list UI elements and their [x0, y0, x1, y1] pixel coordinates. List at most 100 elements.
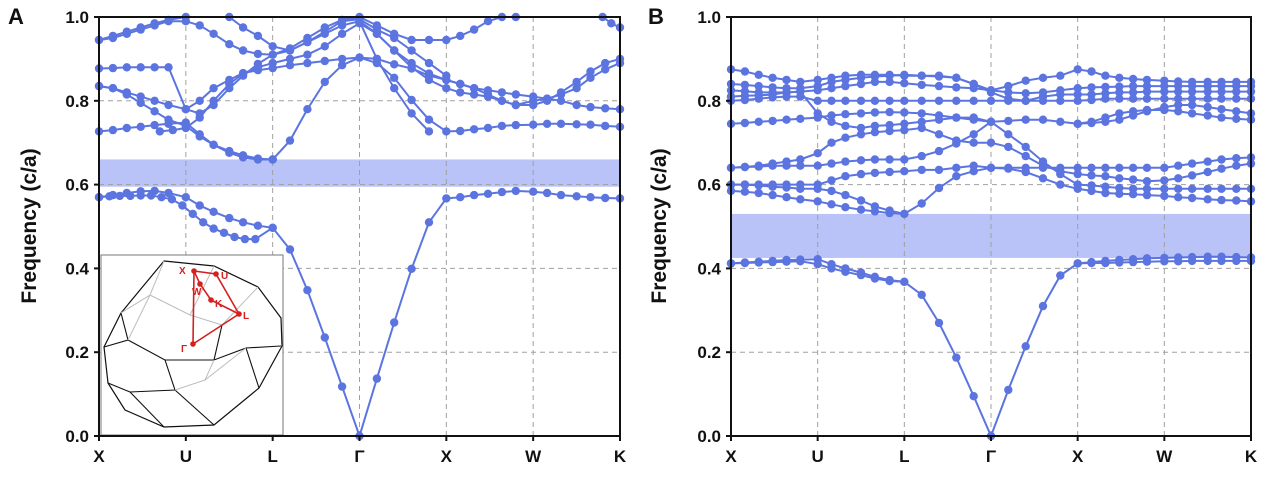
- band-data-point: [827, 260, 836, 269]
- y-axis-ticks-b: 0.0 0.2 0.4 0.6 0.8 1.0: [697, 8, 731, 446]
- band-data-point: [917, 199, 926, 208]
- band-data-point: [1217, 77, 1226, 87]
- band-data-point: [1128, 88, 1138, 97]
- band-data-point: [1004, 163, 1013, 172]
- band-data-point: [1056, 117, 1065, 127]
- band-data-point: [900, 125, 909, 135]
- bz-hidden-edge: [127, 294, 151, 341]
- band-data-point: [601, 104, 610, 113]
- band-data-point: [164, 115, 173, 124]
- bz-point-label: L: [243, 311, 249, 322]
- band-data-point: [1232, 161, 1241, 170]
- band-data-point: [150, 63, 159, 72]
- band-data-point: [768, 256, 777, 266]
- band-data-point: [934, 146, 944, 156]
- band-data-point: [150, 120, 159, 130]
- band-data-point: [150, 96, 159, 106]
- band-data-point: [1101, 172, 1110, 181]
- band-data-point: [469, 25, 479, 34]
- band-data-point: [1232, 184, 1241, 193]
- band-data-point: [827, 138, 836, 147]
- band-data-point: [782, 255, 791, 265]
- band-data-point: [230, 232, 239, 242]
- band-data-point: [601, 121, 610, 131]
- band-data-point: [1021, 142, 1030, 152]
- band-data-point: [1056, 169, 1065, 179]
- band-data-point: [497, 96, 507, 106]
- band-data-point: [572, 120, 581, 129]
- band-data-point: [511, 186, 520, 196]
- band-data-point: [782, 84, 791, 93]
- band-data-point: [1217, 94, 1226, 103]
- x-tick-label: U: [812, 447, 824, 466]
- band-data-point: [900, 119, 909, 128]
- band-data-point: [195, 201, 204, 210]
- band-data-point: [796, 195, 805, 204]
- band-data-point: [1187, 87, 1197, 96]
- bz-edge: [165, 347, 260, 389]
- band-data-point: [934, 115, 944, 124]
- band-data-point: [390, 318, 399, 327]
- band-data-point: [934, 81, 944, 91]
- band-data-point: [136, 92, 145, 101]
- band-data-point: [934, 130, 944, 139]
- band-data-point: [813, 255, 822, 264]
- band-data-point: [782, 115, 791, 124]
- band-data-point: [1038, 301, 1048, 311]
- band-data-point: [483, 123, 493, 133]
- band-data-point: [607, 19, 616, 28]
- band-data-point: [900, 155, 909, 164]
- band-data-point: [497, 121, 507, 131]
- band-data-point: [303, 286, 312, 295]
- band-data-point: [754, 81, 763, 91]
- band-data-point: [1160, 253, 1169, 263]
- x-tick-label: Γ: [354, 447, 364, 466]
- band-data-point: [285, 245, 295, 254]
- band-data-point: [1128, 175, 1138, 184]
- y-tick-label: 1.0: [697, 8, 721, 27]
- band-data-point: [1203, 94, 1212, 103]
- band-data-point: [782, 75, 791, 85]
- band-data-point: [136, 63, 145, 72]
- band-data-point: [424, 127, 434, 136]
- band-data-point: [542, 188, 552, 198]
- band-data-point: [1128, 107, 1138, 116]
- band-data-point: [407, 35, 416, 45]
- band-data-point: [456, 31, 465, 41]
- band-data-point: [136, 122, 145, 131]
- band-data-point: [511, 100, 520, 110]
- band-data-point: [1203, 77, 1212, 87]
- band-data-point: [1004, 385, 1013, 395]
- band-data-point: [1174, 193, 1183, 202]
- band-data-point: [952, 73, 961, 83]
- band-data-point: [934, 165, 944, 175]
- band-data-point: [268, 58, 277, 68]
- bz-edge: [213, 324, 223, 361]
- band-data-point: [1160, 94, 1169, 103]
- y-tick-label: 0.0: [697, 427, 721, 446]
- band-data-point: [1203, 111, 1212, 120]
- band-data-point: [529, 120, 538, 129]
- band-data-point: [969, 130, 978, 139]
- band-data-point: [407, 264, 416, 273]
- panel-label-a: A: [8, 4, 24, 29]
- band-data-point: [108, 84, 118, 93]
- band-line-15: [1073, 105, 1256, 128]
- band-data-point: [303, 58, 312, 68]
- x-tick-label: X: [441, 447, 453, 466]
- band-data-point: [900, 96, 909, 106]
- band-data-point: [885, 206, 894, 215]
- band-data-point: [856, 70, 866, 80]
- band-data-point: [1187, 171, 1197, 180]
- band-data-point: [424, 115, 434, 124]
- y-tick-label: 0.4: [697, 259, 721, 278]
- band-data-point: [164, 100, 173, 110]
- bz-hidden-edge: [204, 359, 215, 381]
- band-data-point: [1160, 76, 1169, 85]
- band-data-point: [1203, 87, 1212, 96]
- band-line-3: [1073, 252, 1256, 268]
- band-data-point: [1217, 87, 1226, 96]
- band-data-point: [827, 159, 836, 168]
